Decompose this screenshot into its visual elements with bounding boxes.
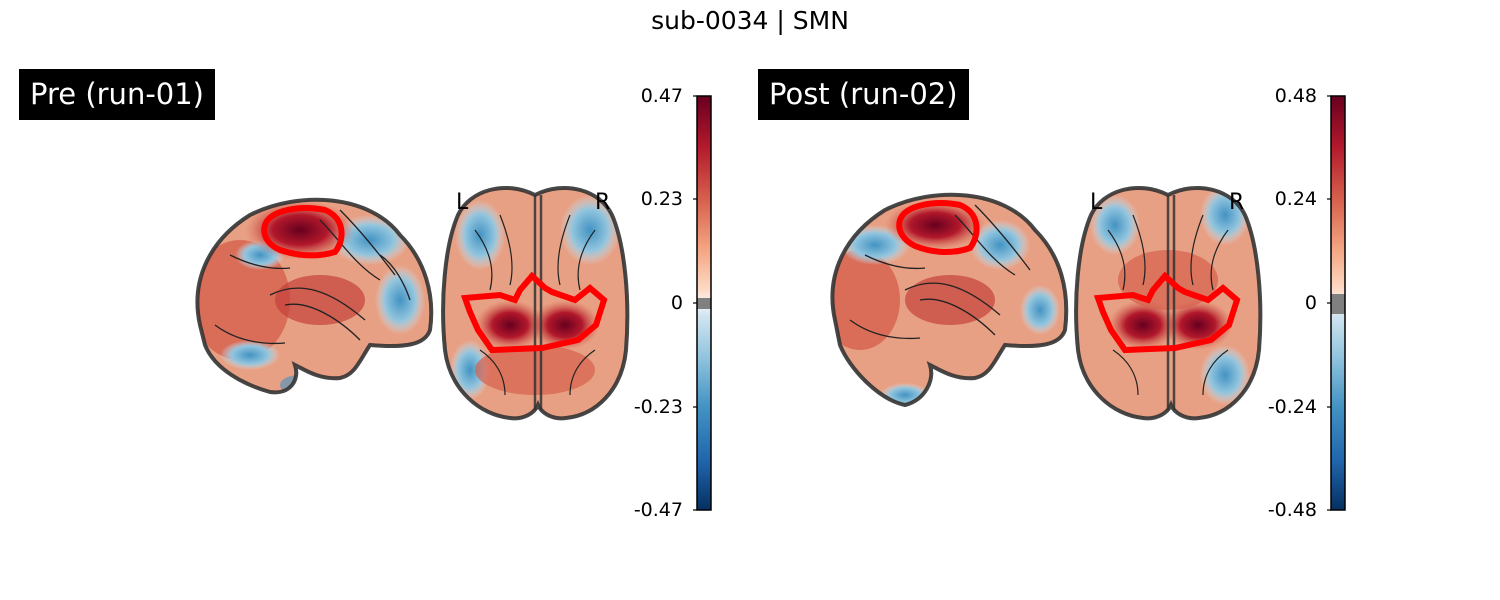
post-colorbar-tick-zero: 0 <box>1304 292 1317 314</box>
pre-colorbar-tick-zero: 0 <box>670 292 683 314</box>
post-sagittal-outline <box>830 192 1069 408</box>
pre-colorbar-tick-max: 0.47 <box>640 85 683 107</box>
panel-label-pre: Pre (run-01) <box>19 69 215 120</box>
pre-axial-sulci <box>474 214 596 396</box>
post-colorbar-tick-upper: 0.24 <box>1274 188 1317 210</box>
figure-title: sub-0034 | SMN <box>651 6 849 35</box>
pre-right-hemisphere-label: R <box>595 190 611 215</box>
pre-axial-outline <box>441 185 630 421</box>
pre-colorbar-null-band <box>697 298 711 309</box>
pre-axial-roi-outline <box>460 271 608 354</box>
pre-colorbar-tick-lower: -0.23 <box>633 396 683 418</box>
post-sagittal-roi-outline <box>896 200 980 256</box>
pre-sagittal-roi-outline <box>261 205 345 259</box>
post-colorbar-ticks <box>1327 95 1331 511</box>
pre-colorbar-tick-min: -0.47 <box>633 499 683 521</box>
post-axial-outline <box>1074 185 1263 421</box>
post-colorbar-tick-lower: -0.24 <box>1267 396 1317 418</box>
post-sagittal-sulci <box>849 204 1031 340</box>
pre-sagittal-activation <box>197 199 432 393</box>
post-colorbar-null-band <box>1331 294 1345 314</box>
post-axial-roi-outline <box>1093 271 1241 354</box>
post-colorbar-tick-min: -0.48 <box>1267 499 1317 521</box>
post-axial-sulci <box>1107 214 1229 396</box>
pre-colorbar-ticks <box>693 95 697 511</box>
post-colorbar-tick-max: 0.48 <box>1274 85 1317 107</box>
pre-left-hemisphere-label: L <box>456 190 469 215</box>
pre-axial-activation <box>443 187 628 419</box>
pre-sagittal-outline <box>195 197 434 395</box>
panel-label-post: Post (run-02) <box>758 69 969 120</box>
pre-sagittal-sulci <box>214 209 411 345</box>
post-right-hemisphere-label: R <box>1229 190 1245 215</box>
pre-colorbar-tick-upper: 0.23 <box>640 188 683 210</box>
post-left-hemisphere-label: L <box>1090 190 1103 215</box>
